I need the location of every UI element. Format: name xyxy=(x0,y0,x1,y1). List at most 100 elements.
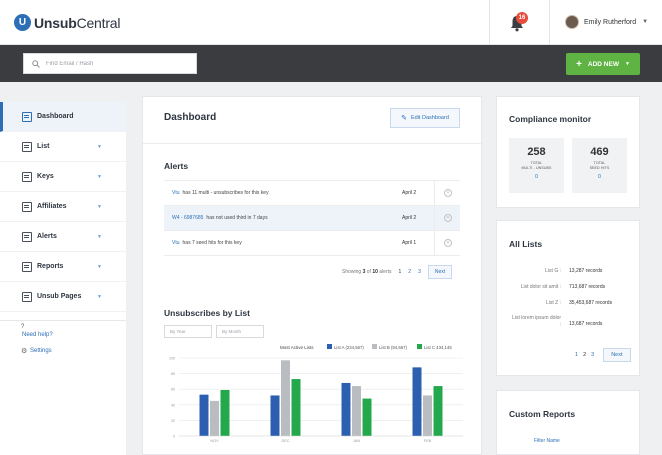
list-name: List dolor sit amit : xyxy=(520,284,561,290)
filter-year-input[interactable]: By Year xyxy=(164,325,212,338)
sidebar-item-list[interactable]: List ▼ xyxy=(0,132,126,162)
chevron-down-icon: ▼ xyxy=(624,61,630,67)
bar xyxy=(362,398,372,436)
sidebar-item-reports[interactable]: Reports ▼ xyxy=(0,252,126,282)
edit-dashboard-button[interactable]: ✎ Edit Dashboard xyxy=(390,108,460,128)
app-logo[interactable]: U UnsubCentral xyxy=(14,14,120,31)
list-icon xyxy=(22,141,32,152)
next-button[interactable]: Next xyxy=(427,265,453,279)
chevron-down-icon: ▼ xyxy=(97,293,102,300)
alert-text: has not used third in 7 days xyxy=(206,215,268,221)
legend-label: List C 434,145 xyxy=(424,345,452,350)
search-box[interactable] xyxy=(23,53,197,74)
filter-name-link[interactable]: Filter Name xyxy=(534,438,560,444)
stat-label: TOTAL MULTI - UNSUBS xyxy=(521,161,552,170)
sidebar-item-label: Reports xyxy=(37,263,64,270)
divider xyxy=(143,143,483,144)
search-icon xyxy=(32,59,40,68)
sidebar-spacer xyxy=(0,82,126,102)
sidebar-item-label: Dashboard xyxy=(37,113,74,120)
add-new-button[interactable]: + ADD NEW ▼ xyxy=(566,53,640,75)
need-help-link[interactable]: ? Need help? xyxy=(0,324,126,343)
dismiss-icon[interactable]: ✕ xyxy=(444,239,452,247)
x-tick-label: DEC xyxy=(281,439,289,443)
page-link[interactable]: 3 xyxy=(591,352,595,358)
chevron-down-icon: ▼ xyxy=(97,143,102,150)
page-link[interactable]: 2 xyxy=(408,269,412,275)
edit-dashboard-label: Edit Dashboard xyxy=(410,115,449,121)
multi-unsubs-stat[interactable]: 258 TOTAL MULTI - UNSUBS 0 xyxy=(509,138,564,193)
sidebar-item-affiliates[interactable]: Affiliates ▼ xyxy=(0,192,126,222)
search-input[interactable] xyxy=(46,60,186,67)
pager-count: 3 xyxy=(362,269,366,275)
all-lists-card: All Lists List G : 13,287 records List d… xyxy=(496,220,640,376)
sidebar-item-unsub-pages[interactable]: Unsub Pages ▼ xyxy=(0,282,126,312)
alerts-icon xyxy=(22,231,32,242)
list-records: 713,687 records xyxy=(569,284,606,290)
avatar xyxy=(565,15,579,29)
seed-hits-stat[interactable]: 469 TOTAL SEED HITS 0 xyxy=(572,138,627,193)
sidebar-item-label: Keys xyxy=(37,173,54,180)
sidebar-item-alerts[interactable]: Alerts ▼ xyxy=(0,222,126,252)
header-divider xyxy=(549,0,550,45)
sidebar-item-label: Alerts xyxy=(37,233,57,240)
alert-key-link[interactable]: Vtu xyxy=(172,240,180,246)
filter-month-input[interactable]: By Month xyxy=(216,325,264,338)
x-tick-label: NOV xyxy=(210,439,219,443)
divider xyxy=(434,206,435,231)
user-menu[interactable]: Emily Rutherford ▼ xyxy=(565,15,648,29)
alert-key-link[interactable]: Vtu xyxy=(172,190,180,196)
alert-row[interactable]: Vtu has 11 multi - unsubscribes for this… xyxy=(164,181,460,206)
unsubscribes-chart: Most Active Lists List A (234,567) List B … xyxy=(169,344,463,443)
stat-label: TOTAL SEED HITS xyxy=(589,161,610,170)
x-tick-label: FEB xyxy=(424,439,432,443)
chevron-down-icon: ▼ xyxy=(642,19,649,25)
pager-of: of xyxy=(366,269,371,275)
bar xyxy=(281,360,290,436)
dismiss-icon[interactable]: ✕ xyxy=(444,189,452,197)
stat-sub: 0 xyxy=(598,174,601,180)
settings-link[interactable]: ⚙ Settings xyxy=(0,343,126,359)
chevron-down-icon: ▼ xyxy=(97,233,102,240)
page-link[interactable]: 3 xyxy=(418,269,421,275)
alert-row[interactable]: W4 - 6987685 has not used third in 7 day… xyxy=(164,206,460,231)
search-bar xyxy=(0,45,662,82)
page-link[interactable]: 1 xyxy=(575,352,579,358)
page-title: Dashboard xyxy=(164,112,217,123)
pager-suffix: alerts xyxy=(379,269,392,275)
alert-row[interactable]: Vtu has 7 seed hits for this key April 1… xyxy=(164,231,460,256)
pager-total: 10 xyxy=(372,269,378,275)
stat-value: 258 xyxy=(527,146,546,158)
y-tick-label: 80 xyxy=(171,372,175,376)
bar xyxy=(433,386,443,436)
custom-reports-title: Custom Reports xyxy=(509,409,576,419)
sidebar-nav: Dashboard List ▼ Keys ▼ Affiliates ▼ Ale… xyxy=(0,102,126,312)
gear-icon: ⚙ xyxy=(21,348,28,355)
dashboard-icon xyxy=(22,111,32,122)
y-tick-label: 100 xyxy=(169,357,175,361)
list-records: 13,687 records xyxy=(569,321,603,327)
sidebar-item-dashboard[interactable]: Dashboard xyxy=(0,102,126,132)
y-tick-label: 20 xyxy=(171,419,175,423)
alert-key-link[interactable]: W4 - 6987685 xyxy=(172,215,204,221)
bar xyxy=(210,400,219,436)
next-button[interactable]: Next xyxy=(603,348,631,362)
affiliates-icon xyxy=(22,201,32,212)
dismiss-icon[interactable]: ✕ xyxy=(444,214,452,222)
alerts-list: Vtu has 11 multi - unsubscribes for this… xyxy=(164,180,460,256)
alert-text: has 7 seed hits for this key xyxy=(182,240,242,246)
sidebar-item-keys[interactable]: Keys ▼ xyxy=(0,162,126,192)
sidebar-item-label: Unsub Pages xyxy=(37,293,82,300)
sidebar-item-label: Affiliates xyxy=(37,203,67,210)
add-new-label: ADD NEW xyxy=(587,60,619,68)
settings-label: Settings xyxy=(30,348,52,354)
user-name: Emily Rutherford xyxy=(584,18,637,26)
alerts-title: Alerts xyxy=(164,161,189,171)
page-link[interactable]: 1 xyxy=(398,269,402,275)
list-name: List G : xyxy=(545,268,561,274)
edit-icon: ✎ xyxy=(401,115,407,122)
help-icon: ? xyxy=(21,324,25,330)
legend-swatch xyxy=(327,344,332,349)
page-link[interactable]: 2 xyxy=(583,352,587,358)
legend-label: List B (94,567) xyxy=(379,345,408,350)
